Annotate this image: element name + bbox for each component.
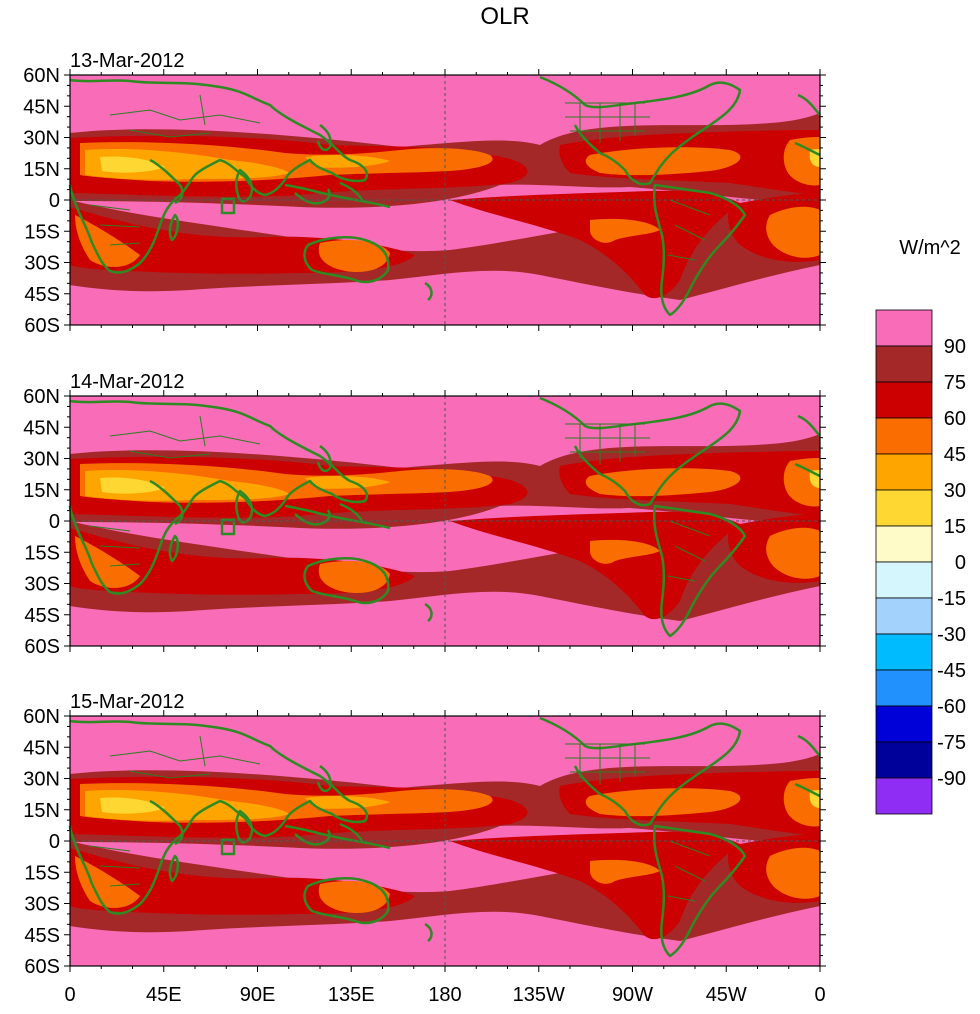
lat-label: 30S [24,894,60,916]
colorbar-cell [875,633,933,671]
lon-label: 135E [328,984,375,1006]
lat-label: 30S [24,574,60,596]
lat-label: 30N [23,449,60,471]
lat-label: 15S [24,542,60,564]
map-panels: 13-Mar-201260N45N30N15N015S30S45S60S14-M… [23,50,826,1006]
lat-label: 15N [23,159,60,181]
lat-label: 45N [23,417,60,439]
lat-label: 60N [23,386,60,408]
colorbar-unit: W/m^2 [899,237,961,259]
lat-label: 15N [23,480,60,502]
map-panel: 13-Mar-2012 60N 45N 30N 15N 0 15S 30S 45S 60S [23,50,826,337]
lat-label: 0 [49,831,60,853]
lat-label: 0 [49,190,60,212]
colorbar-cell [875,417,933,455]
lat-label: 15S [24,862,60,884]
lat-label: 15N [23,800,60,822]
panel-date: 15-Mar-2012 [70,691,185,713]
colorbar-label: -60 [937,696,966,718]
lon-label: 45W [706,984,747,1006]
lon-label: 45E [146,984,182,1006]
colorbar-cell [875,309,933,347]
colorbar-cell [875,345,933,383]
map-panel: 14-Mar-2012 60N 45N 30N 15N 0 15S 30S 45S 60S [23,371,826,658]
lat-label: 45S [24,925,60,947]
colorbar-label: 90 [944,336,966,358]
lat-label: 45N [23,96,60,118]
lon-label: 135W [513,984,565,1006]
lat-label: 60N [23,65,60,87]
lat-label: 30S [24,253,60,275]
lon-label: 0 [814,984,825,1006]
lon-label: 90W [612,984,653,1006]
colorbar-cell [875,453,933,491]
colorbar: W/m^2 90 75 60 45 30 15 0 -15 -30 -45 -60 -75 -90 [875,237,966,815]
map-panel: 15-Mar-2012 60N 45N 30N 15N 0 15S 30S 45S 60S [23,691,826,978]
colorbar-label: -90 [937,768,966,790]
colorbar-label: -75 [937,732,966,754]
panel-date: 14-Mar-2012 [70,371,185,393]
lat-label: 60S [24,636,60,658]
colorbar-cell [875,741,933,779]
colorbar-cell [875,669,933,707]
lon-label: 90E [240,984,276,1006]
colorbar-cell [875,705,933,743]
colorbar-label: -45 [937,660,966,682]
lat-label: 45N [23,737,60,759]
lon-label: 180 [428,984,461,1006]
colorbar-label: -30 [937,624,966,646]
lat-label: 15S [24,221,60,243]
colorbar-cell [875,561,933,599]
lat-label: 60S [24,956,60,978]
colorbar-label: 0 [955,552,966,574]
lat-label: 60N [23,706,60,728]
lat-label: 60S [24,315,60,337]
colorbar-labels: 90 75 60 45 30 15 0 -15 -30 -45 -60 -75 -90 [937,336,966,790]
lat-label: 45S [24,284,60,306]
colorbar-label: 75 [944,372,966,394]
colorbar-label: 30 [944,480,966,502]
lat-label: 0 [49,511,60,533]
colorbar-cells [875,309,933,815]
lon-label: 0 [64,984,75,1006]
lat-label: 45S [24,605,60,627]
lat-label: 30N [23,128,60,150]
colorbar-label: -15 [937,588,966,610]
colorbar-label: 15 [944,516,966,538]
colorbar-label: 45 [944,444,966,466]
panel-date: 13-Mar-2012 [70,50,185,72]
colorbar-cell [875,489,933,527]
colorbar-cell [875,777,933,815]
figure-title: OLR [480,3,529,30]
lat-label: 30N [23,769,60,791]
colorbar-cell [875,381,933,419]
colorbar-cell [875,597,933,635]
colorbar-cell [875,525,933,563]
colorbar-label: 60 [944,408,966,430]
